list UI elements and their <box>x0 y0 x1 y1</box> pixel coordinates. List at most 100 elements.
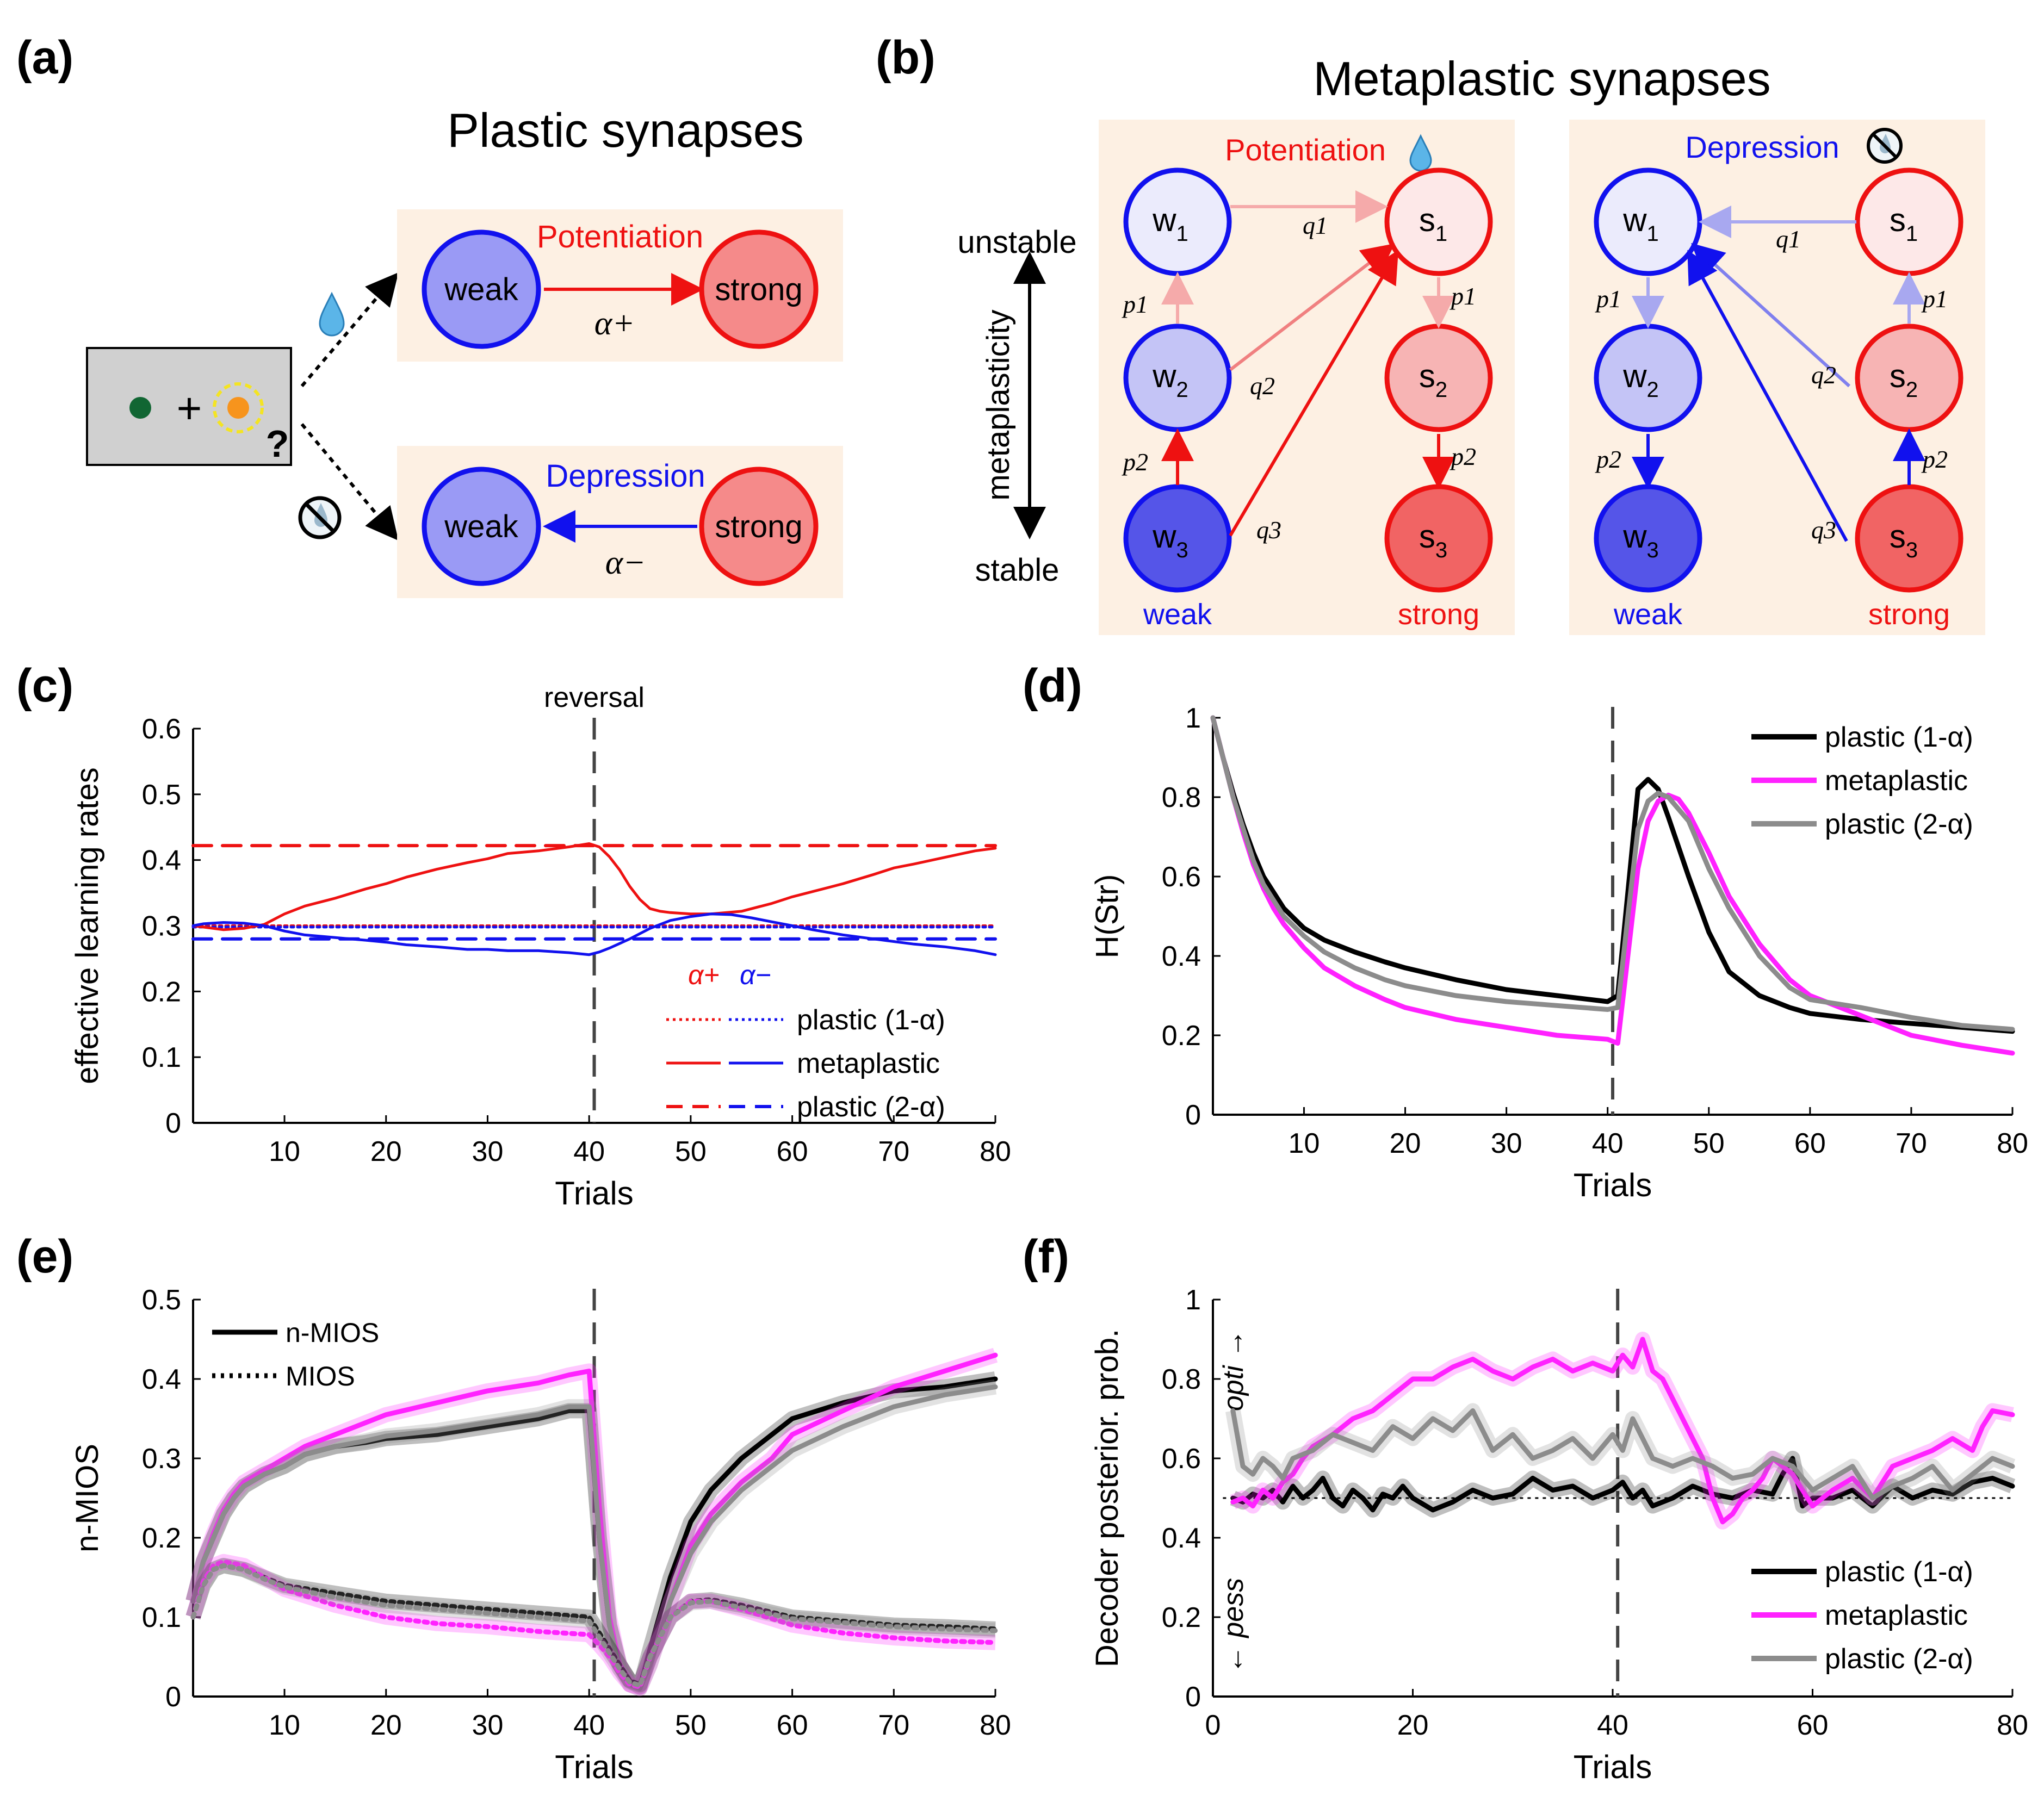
legend-label: plastic (2-α) <box>1825 1643 1973 1675</box>
y-tick-label: 0.8 <box>1162 782 1201 813</box>
q3-label-r: q3 <box>1811 516 1836 544</box>
x-axis-label: Trials <box>555 1749 633 1785</box>
p1-label-r-left: p1 <box>1595 285 1621 313</box>
weak-node-label: weak <box>444 272 518 307</box>
metaplasticity-label: metaplasticity <box>981 309 1016 500</box>
y-tick-label: 0.8 <box>1162 1364 1201 1395</box>
panel-letter-e: (e) <box>16 1231 73 1283</box>
no-water-icon <box>298 496 342 539</box>
legend-label: metaplastic <box>1825 765 1968 797</box>
unstable-label: unstable <box>957 225 1076 260</box>
y-tick-label: 0.6 <box>1162 1443 1201 1475</box>
x-tick-label: 30 <box>1491 1128 1522 1159</box>
y-tick-label: 0.2 <box>1162 1020 1201 1052</box>
water-drop-icon <box>319 291 345 337</box>
legend-label: plastic (2-α) <box>797 1091 945 1123</box>
x-tick-label: 20 <box>370 1136 402 1167</box>
panel-d-chart: 10 20 30 40 50 60 70 80 0 0.2 0.4 0.6 0.8 1 Trials H(St… <box>1089 703 2028 1203</box>
x-tick-label: 50 <box>675 1136 707 1167</box>
weak-node <box>422 229 541 349</box>
panel-b-title: Metaplastic synapses <box>1313 52 1770 105</box>
q1-label: q1 <box>1303 212 1328 239</box>
y-tick-label: 1 <box>1185 1284 1201 1316</box>
x-tick-label: 70 <box>1896 1128 1927 1159</box>
potentiation-label: Potentiation <box>537 219 703 254</box>
x-tick-label: 30 <box>472 1136 504 1167</box>
x-tick-label: 80 <box>1997 1710 2028 1741</box>
series-line-5 <box>191 912 997 956</box>
y-tick-label: 0.5 <box>142 1284 181 1316</box>
s3-node-r <box>1855 484 1964 593</box>
x-tick-label: 80 <box>980 1710 1011 1741</box>
y-tick-label: 0 <box>165 1108 181 1139</box>
alpha-plus-label: α+ <box>594 305 635 342</box>
task-screen <box>86 347 292 466</box>
green-stimulus <box>129 397 151 419</box>
w1-label: w1 <box>1152 202 1188 246</box>
w3-label-r: w3 <box>1622 518 1659 562</box>
y-tick-label: 0.4 <box>1162 1523 1201 1554</box>
strong-label-left: strong <box>1398 598 1479 631</box>
weak-node-2 <box>422 467 541 586</box>
p2-label-r-right: p2 <box>1921 445 1948 473</box>
panel-c-chart: 10 20 30 40 50 60 70 80 0 0.1 0.2 0.3 0.4 0.5 0.6 Trial… <box>70 682 1011 1211</box>
p2-label-left: p2 <box>1122 448 1148 476</box>
y-axis-label: n-MIOS <box>70 1444 105 1552</box>
x-tick-label: 10 <box>1289 1128 1320 1159</box>
panel-a: Plastic synapses + ? Potentiation weak s… <box>86 103 843 598</box>
series-line-0 <box>1230 1456 2015 1513</box>
x-tick-label: 80 <box>980 1136 1011 1167</box>
legend-label: metaplastic <box>797 1048 940 1079</box>
y-tick-label: 0.4 <box>142 845 181 877</box>
x-tick-label: 10 <box>269 1136 300 1167</box>
series-line-4 <box>191 842 997 931</box>
q1-label-r: q1 <box>1776 225 1801 253</box>
x-tick-label: 70 <box>878 1136 909 1167</box>
strong-node-2 <box>699 467 819 586</box>
p1-label-right: p1 <box>1450 282 1476 310</box>
metaplastic-potentiation-label: Potentiation <box>1225 133 1386 167</box>
w2-s1-arrow <box>1229 243 1395 371</box>
x-tick-label: 40 <box>1592 1128 1624 1159</box>
legend-label: MIOS <box>286 1361 355 1391</box>
p2-label-right: p2 <box>1450 443 1476 470</box>
s1-label: s1 <box>1419 202 1447 246</box>
x-tick-label: 60 <box>777 1710 808 1741</box>
x-tick-label: 10 <box>269 1710 300 1741</box>
legend-label: n-MIOS <box>286 1318 379 1348</box>
y-tick-label: 0 <box>165 1681 181 1713</box>
y-axis-label: Decoder posterior. prob. <box>1089 1329 1125 1667</box>
series-line-1 <box>190 1352 998 1691</box>
x-tick-label: 30 <box>472 1710 504 1741</box>
x-tick-label: 20 <box>370 1710 402 1741</box>
x-tick-label: 20 <box>1397 1710 1429 1741</box>
panel-letter-a: (a) <box>16 32 73 84</box>
fixation-cross: + <box>177 384 202 432</box>
y-tick-label: 0 <box>1185 1099 1201 1131</box>
w2-label-r: w2 <box>1622 358 1659 402</box>
q2-label-r: q2 <box>1811 361 1836 389</box>
x-axis-label: Trials <box>555 1175 633 1211</box>
legend-label: plastic (1-α) <box>797 1004 945 1036</box>
legend-label: plastic (2-α) <box>1825 809 1973 840</box>
weak-label-right: weak <box>1613 598 1683 631</box>
y-tick-label: 0.4 <box>142 1364 181 1395</box>
panel-e-chart: 10 20 30 40 50 60 70 80 0 0.1 0.2 0.3 0.4 0.5 Trials n-… <box>70 1284 1011 1785</box>
y-tick-label: 0.6 <box>142 713 181 745</box>
x-tick-label: 60 <box>777 1136 808 1167</box>
p1-label-r-right: p1 <box>1921 285 1948 313</box>
q3-label: q3 <box>1256 516 1281 544</box>
pess-label: ← pess <box>1218 1578 1249 1674</box>
x-tick-label: 40 <box>573 1710 605 1741</box>
reversal-label: reversal <box>544 682 645 713</box>
weak-label-left: weak <box>1143 598 1212 631</box>
series-line-2 <box>1230 1408 2015 1501</box>
y-axis-label: H(Str) <box>1089 874 1125 959</box>
s2-w1-arrow <box>1691 243 1851 388</box>
series-line-2 <box>190 1384 998 1691</box>
strong-label-right: strong <box>1868 598 1950 631</box>
x-tick-label: 70 <box>878 1710 909 1741</box>
orange-stimulus <box>227 397 249 419</box>
opti-label: opti → <box>1218 1329 1249 1411</box>
